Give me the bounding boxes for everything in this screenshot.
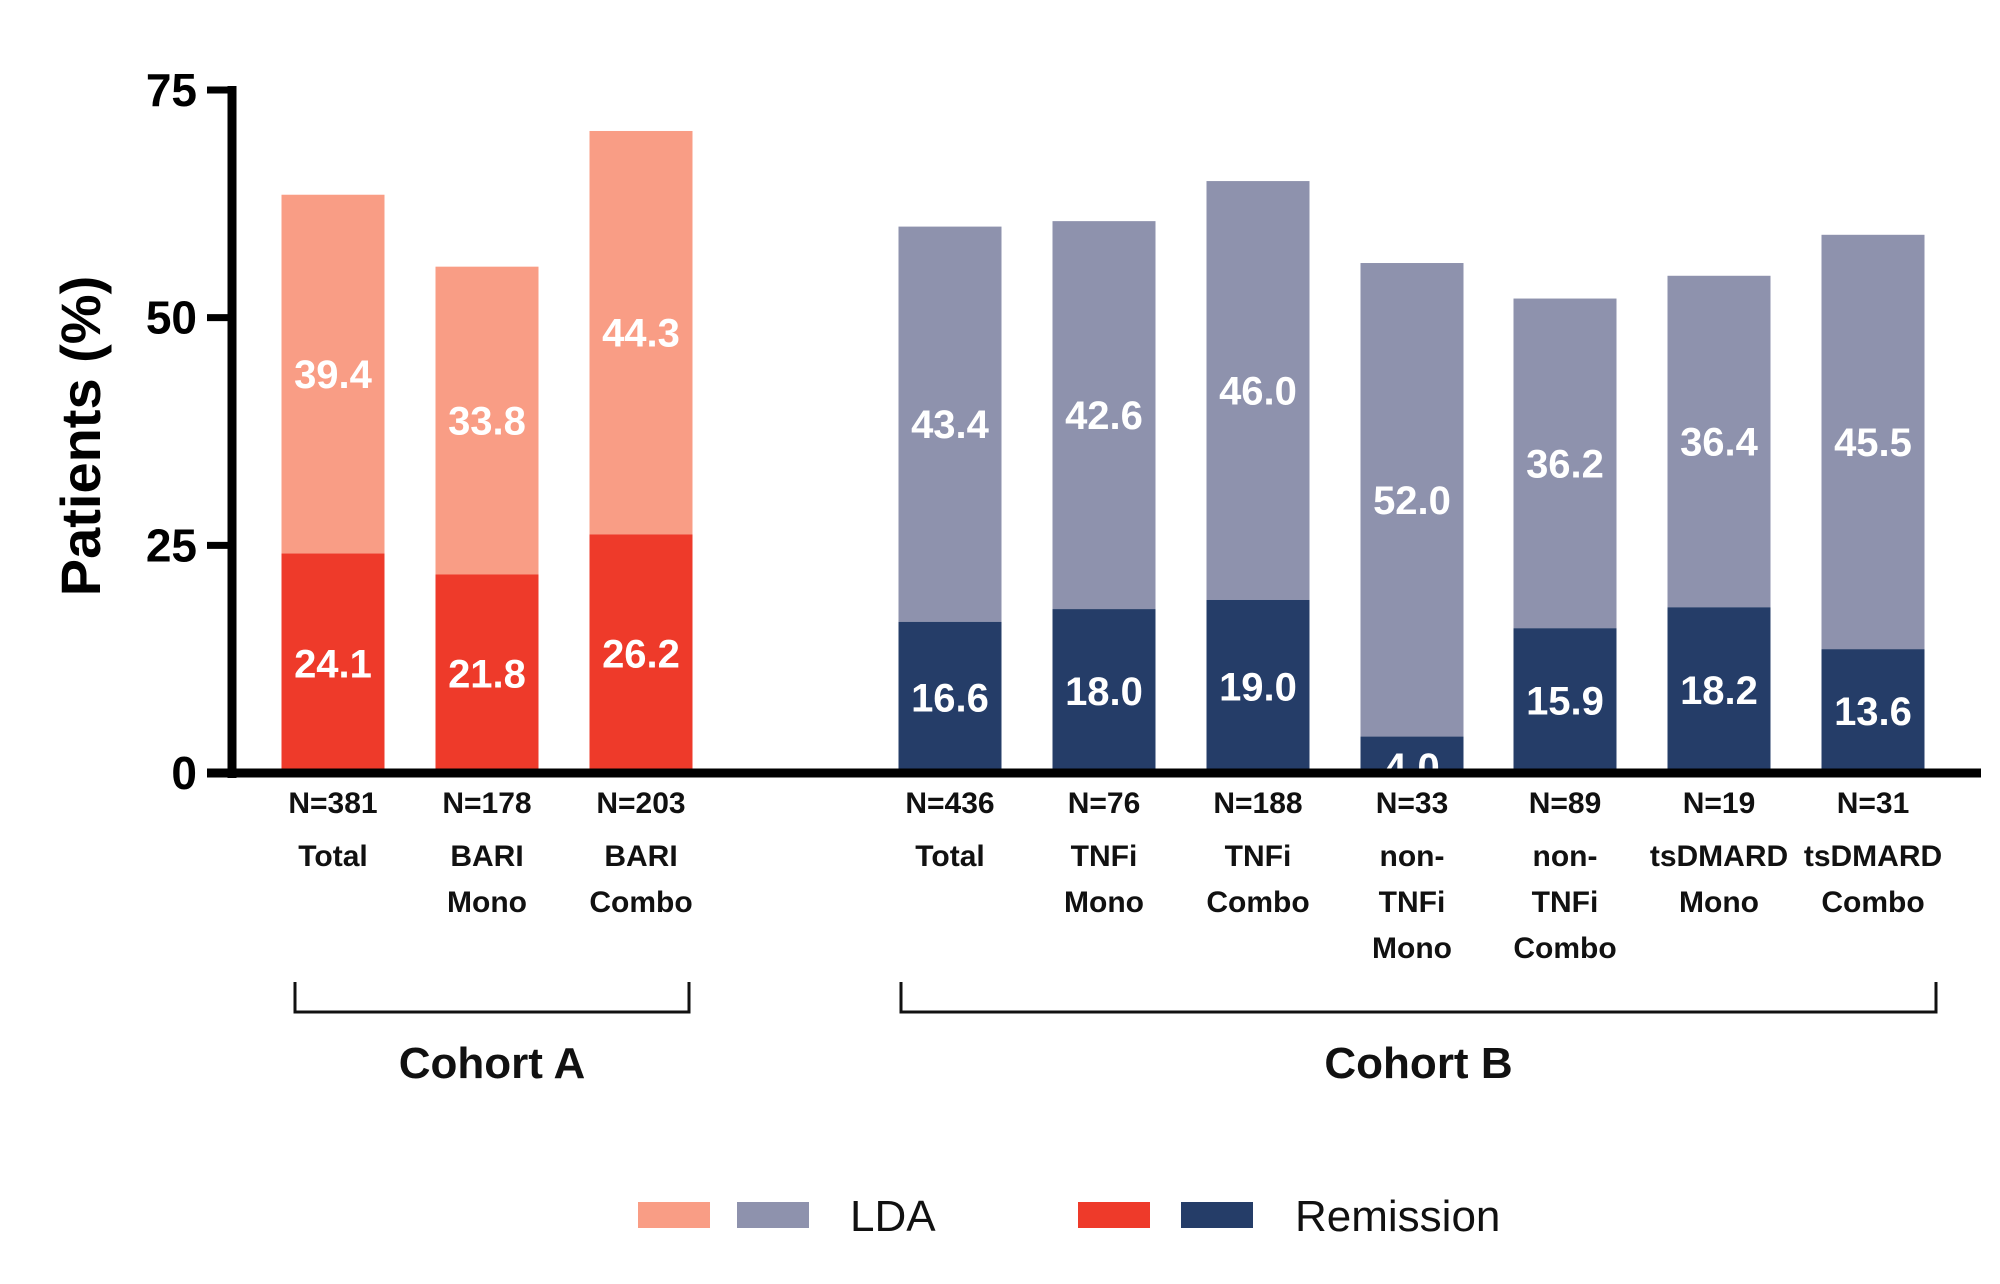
category-label: TNFi: [1225, 840, 1292, 873]
category-n-label: N=76: [1068, 787, 1141, 820]
data-label-remission: 4.0: [1384, 746, 1440, 790]
bar-remission: [1821, 649, 1925, 773]
category-labels: N=381 Total N=178 BARI Mono N=203 BARI Combo N=4…: [288, 787, 1942, 965]
category-label: Total: [298, 840, 367, 873]
category-label: Combo: [589, 886, 692, 919]
bar-remission: [1206, 599, 1310, 773]
cohort-brackets: Cohort A Cohort B: [293, 982, 1938, 1088]
data-label-lda: 44.3: [602, 312, 680, 356]
category-n-label: N=19: [1683, 787, 1756, 820]
category-label: Mono: [1679, 886, 1759, 919]
cohort-label: Cohort B: [1324, 1039, 1512, 1088]
category-label: tsDMARD: [1804, 840, 1942, 873]
data-label-remission: 21.8: [448, 653, 526, 697]
data-label-lda: 52.0: [1373, 479, 1451, 523]
category-n-label: N=89: [1529, 787, 1602, 820]
data-label-remission: 19.0: [1219, 665, 1297, 709]
bar-remission: [589, 534, 693, 773]
axes: 0 25 50 75: [146, 64, 1981, 799]
data-label-remission: 26.2: [602, 633, 680, 677]
category-label: non-: [1533, 840, 1598, 873]
bar-remission: [898, 621, 1002, 773]
data-label-remission: 15.9: [1526, 680, 1604, 724]
category-label: Combo: [1821, 886, 1924, 919]
category-label: non-: [1380, 840, 1445, 873]
legend-label-lda: LDA: [850, 1192, 936, 1241]
data-label-remission: 18.2: [1680, 669, 1758, 713]
data-label-remission: 24.1: [294, 642, 372, 686]
category-label: TNFi: [1532, 886, 1599, 919]
legend-swatch-lda-cohort-a: [638, 1202, 710, 1228]
bar-remission: [1052, 609, 1156, 773]
category-label: Combo: [1206, 886, 1309, 919]
bar-lda: [435, 266, 539, 575]
y-tick-label: 0: [171, 747, 197, 799]
category-label: Mono: [1372, 932, 1452, 965]
bar-lda: [1052, 221, 1156, 610]
bars: 39.4 24.1 33.8 21.8 44.3 26.2 43.4 16.6 42.6 18.0…: [281, 130, 1925, 790]
bar-lda: [1821, 234, 1925, 650]
data-label-lda: 39.4: [294, 353, 373, 397]
category-n-label: N=436: [905, 787, 994, 820]
legend-label-remission: Remission: [1295, 1192, 1500, 1241]
bar-remission: [1513, 628, 1617, 773]
category-label: Combo: [1513, 932, 1616, 965]
data-label-lda: 33.8: [448, 400, 526, 444]
category-label: TNFi: [1071, 840, 1138, 873]
cohort-bracket: [293, 982, 691, 1014]
data-label-remission: 13.6: [1834, 690, 1912, 734]
data-label-lda: 42.6: [1065, 394, 1143, 438]
category-label: BARI: [604, 840, 677, 873]
bar-lda: [589, 130, 693, 535]
category-label: Mono: [447, 886, 527, 919]
data-label-lda: 36.4: [1680, 421, 1759, 465]
category-label: BARI: [450, 840, 523, 873]
data-label-remission: 16.6: [911, 676, 989, 720]
data-label-lda: 46.0: [1219, 370, 1297, 414]
legend-swatch-lda-cohort-b: [737, 1202, 809, 1228]
category-n-label: N=31: [1837, 787, 1910, 820]
bar-remission: [435, 574, 539, 773]
cohort-bracket: [899, 982, 1938, 1014]
bar-remission: [1360, 736, 1464, 773]
data-label-lda: 45.5: [1834, 421, 1912, 465]
bar-lda: [281, 194, 385, 554]
y-axis-label: Patients (%): [49, 276, 112, 597]
legend-swatch-remission-cohort-a: [1078, 1202, 1150, 1228]
bar-lda: [1667, 275, 1771, 608]
bar-lda: [898, 226, 1002, 622]
category-label: Mono: [1064, 886, 1144, 919]
category-n-label: N=188: [1213, 787, 1302, 820]
y-tick-label: 25: [146, 519, 197, 571]
bar-lda: [1513, 298, 1617, 629]
category-label: TNFi: [1379, 886, 1446, 919]
data-label-lda: 43.4: [911, 403, 990, 447]
category-n-label: N=203: [596, 787, 685, 820]
bar-remission: [281, 553, 385, 773]
bar-remission: [1667, 607, 1771, 773]
category-label: tsDMARD: [1650, 840, 1788, 873]
cohort-label: Cohort A: [399, 1039, 586, 1088]
legend: LDA Remission: [638, 1192, 1500, 1241]
data-label-remission: 18.0: [1065, 670, 1143, 714]
legend-swatch-remission-cohort-b: [1181, 1202, 1253, 1228]
y-tick-label: 75: [146, 64, 197, 116]
category-n-label: N=178: [442, 787, 531, 820]
category-label: Total: [915, 840, 984, 873]
data-label-lda: 36.2: [1526, 442, 1604, 486]
category-n-label: N=381: [288, 787, 377, 820]
bar-lda: [1206, 181, 1310, 600]
y-tick-label: 50: [146, 292, 197, 344]
bar-lda: [1360, 263, 1464, 737]
category-n-label: N=33: [1376, 787, 1449, 820]
